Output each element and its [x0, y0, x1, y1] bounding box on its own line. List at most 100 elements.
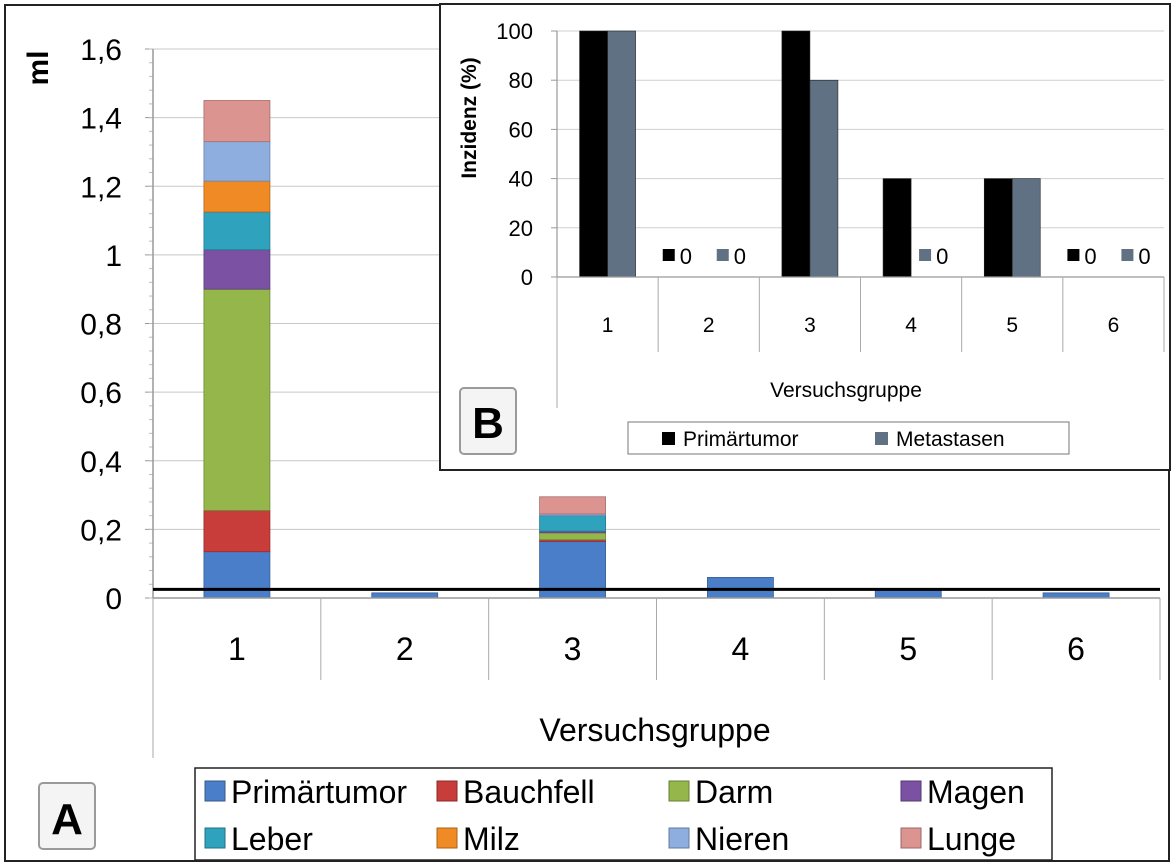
chart-a-legend-label: Primärtumor	[231, 774, 407, 810]
chart-b-y-tick-label: 80	[509, 68, 533, 93]
chart-a-bar-segment	[203, 100, 271, 143]
chart-b-zero-label-marker	[662, 249, 675, 261]
chart-b-legend-label: Metastasen	[896, 428, 1005, 451]
chart-b-bar	[809, 79, 839, 278]
chart-a-panel-label: A	[38, 782, 96, 850]
chart-b-x-category-label: 6	[1108, 314, 1120, 337]
chart-a-y-tick-label: 0,4	[80, 446, 122, 479]
chart-b-zero-label-marker	[919, 249, 932, 261]
chart-b-y-tick-label: 60	[509, 117, 533, 142]
chart-a-x-category-label: 3	[564, 631, 582, 667]
chart-a-y-tick-label: 0	[105, 583, 122, 616]
chart-b-bar	[781, 30, 811, 278]
chart-b-y-tick-label: 100	[496, 19, 533, 44]
chart-a-bar-segment	[539, 532, 606, 541]
chart-b-zero-label: 0	[1084, 244, 1096, 269]
chart-b-y-tick-labels: 0 20 40 60 80 100	[496, 19, 533, 290]
chart-a-bar-segment	[203, 180, 271, 213]
chart-b-zero-label-marker	[716, 249, 729, 261]
chart-b-bar	[579, 30, 608, 278]
chart-b-legend-box	[627, 421, 1070, 455]
chart-a-legend-label: Lunge	[927, 821, 1016, 857]
chart-b-zero-label: 0	[680, 244, 692, 269]
chart-b-panel-label: B	[459, 387, 517, 455]
chart-b-bar	[882, 178, 912, 278]
chart-b-x-category-label: 1	[602, 314, 614, 337]
chart-a-bar-segment	[203, 211, 271, 251]
chart-a-legend-swatch	[668, 827, 690, 849]
chart-b-zero-data-labels: 0 0 0 0 0	[662, 244, 1151, 269]
chart-b-y-tick-label: 0	[521, 265, 533, 290]
chart-b-bar	[607, 30, 636, 278]
chart-a-x-category-label: 1	[228, 631, 246, 667]
chart-a-legend-label: Darm	[695, 774, 773, 810]
chart-a-bar-segment	[539, 496, 606, 515]
chart-a-legend-label: Milz	[463, 821, 520, 857]
chart-a-y-axis-label: ml	[22, 50, 55, 85]
chart-b-axes	[551, 30, 1165, 408]
chart-a-panel-box	[38, 782, 96, 850]
chart-a-legend-swatch	[436, 827, 458, 849]
chart-a-bar-segment	[203, 510, 271, 553]
chart-b-legend-label: Primärtumor	[683, 428, 799, 451]
chart-a-bar-segment	[203, 551, 271, 599]
chart-b-zero-label: 0	[734, 244, 746, 269]
chart-a-legend-swatch	[900, 827, 922, 849]
chart-b-x-category-label: 4	[905, 314, 917, 337]
chart-a-x-axis-label: Versuchsgruppe	[539, 712, 770, 748]
chart-a-axes	[145, 48, 1161, 758]
chart-b-y-axis-label: Inzidenz (%)	[458, 57, 481, 178]
chart-b-x-category-label: 2	[703, 314, 715, 337]
chart-b-legend-swatch	[875, 432, 888, 445]
chart-b-x-category-label: 3	[804, 314, 816, 337]
chart-a-legend: Primärtumor Bauchfell Darm Magen Leber Milz Ni…	[194, 767, 1053, 861]
chart-a-x-category-labels: 1 2 3 4 5 6	[228, 631, 1085, 667]
chart-a-bar-segment	[203, 141, 271, 182]
chart-a-legend-swatch	[204, 780, 226, 802]
chart-a-legend-swatch	[436, 780, 458, 802]
chart-a-legend-swatch	[204, 827, 226, 849]
chart-b-zero-label: 0	[1138, 244, 1150, 269]
chart-a-legend-swatch	[900, 780, 922, 802]
chart-b-x-category-labels: 1 2 3 4 5 6	[602, 314, 1120, 337]
chart-b-legend-swatch	[662, 432, 675, 445]
chart-b-zero-label-marker	[1067, 249, 1080, 261]
chart-a-bar-segment	[203, 249, 271, 290]
chart-a-bar-segment	[707, 577, 774, 599]
chart-a-bar-segment	[203, 288, 271, 511]
chart-b-bar	[1011, 178, 1041, 278]
chart-b-x-axis-label: Versuchsgruppe	[770, 379, 922, 402]
chart-b-zero-label-marker	[1121, 249, 1134, 261]
chart-a-y-tick-labels: 0 0,2 0,4 0,6 0,8 1 1,2 1,4 1,6	[80, 34, 122, 616]
chart-b-x-category-label: 5	[1006, 314, 1018, 337]
chart-a-y-tick-label: 0,6	[80, 377, 122, 410]
chart-a-legend-label: Leber	[231, 821, 313, 857]
chart-a-x-category-label: 4	[732, 631, 750, 667]
chart-b-inset: 0 20 40 60 80 100 1 2 3 4 5 6 0 0 0 0 0 Inzidenz (%) V…	[439, 3, 1171, 471]
chart-b-panel-box	[459, 387, 517, 455]
chart-a-legend-swatch	[668, 780, 690, 802]
chart-a-y-tick-label: 0,8	[80, 309, 122, 342]
chart-b-y-tick-label: 20	[509, 216, 533, 241]
chart-a-bar-segment	[371, 592, 439, 599]
chart-b-bars	[579, 30, 1041, 278]
chart-b-bar	[983, 178, 1013, 278]
chart-a-x-category-label: 5	[899, 631, 917, 667]
chart-a-x-category-label: 6	[1067, 631, 1085, 667]
chart-a-x-category-label: 2	[396, 631, 414, 667]
chart-b-y-tick-label: 40	[509, 167, 533, 192]
chart-a-y-tick-label: 1,2	[80, 171, 122, 204]
chart-a-y-tick-label: 1	[105, 240, 122, 273]
chart-a: 0 0,2 0,4 0,6 0,8 1 1,2 1,4 1,6 1 2 3 4 5 6 ml Versuc…	[22, 34, 1161, 861]
chart-a-bar-segment	[539, 515, 606, 532]
chart-a-y-tick-label: 0,2	[80, 514, 122, 547]
chart-a-panel-text: A	[51, 795, 83, 844]
chart-b-legend: Primärtumor Metastasen	[627, 421, 1070, 455]
chart-a-y-tick-label: 1,6	[80, 34, 122, 67]
chart-a-y-tick-label: 1,4	[80, 103, 122, 136]
chart-b-panel-text: B	[472, 399, 504, 448]
chart-b-zero-label: 0	[936, 244, 948, 269]
chart-a-bar-segment	[1042, 592, 1110, 599]
chart-a-legend-label: Bauchfell	[463, 774, 595, 810]
